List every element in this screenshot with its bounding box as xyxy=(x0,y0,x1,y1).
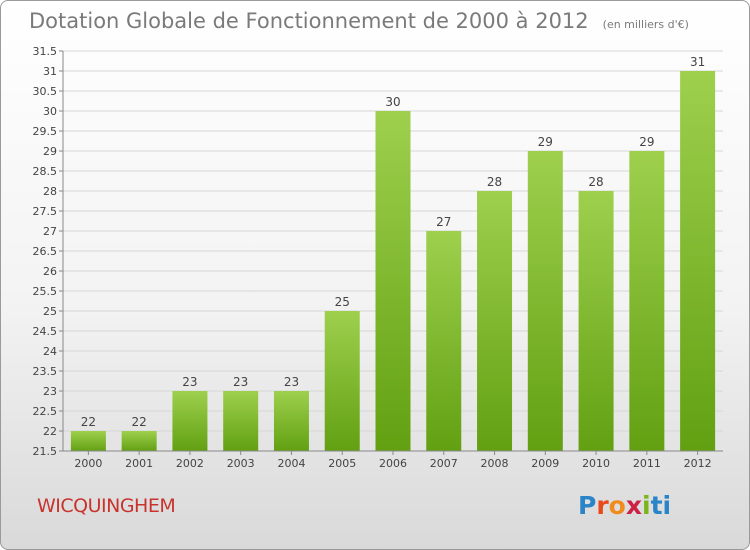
logo-letter: P xyxy=(578,491,597,520)
x-tick-label: 2012 xyxy=(684,457,712,470)
y-tick-label: 31 xyxy=(43,65,57,78)
chart-subtitle: (en milliers d'€) xyxy=(602,18,689,31)
bar-value-label: 25 xyxy=(335,295,350,309)
logo-letter: x xyxy=(625,491,642,520)
y-tick-label: 23.5 xyxy=(33,365,58,378)
bar-value-label: 23 xyxy=(284,375,299,389)
y-tick-label: 27.5 xyxy=(33,205,58,218)
bar-value-label: 29 xyxy=(538,135,553,149)
bar xyxy=(273,391,309,451)
bar xyxy=(375,111,411,451)
y-tick-label: 22.5 xyxy=(33,405,58,418)
y-tick-label: 25 xyxy=(43,305,57,318)
y-axis: 21.5 22 22.5 23 23.5 24 24.5 25 25.5 26 26.5 27 27.5… xyxy=(33,45,64,458)
bar xyxy=(477,191,513,451)
bar xyxy=(527,151,563,451)
y-tick-label: 28 xyxy=(43,185,57,198)
logo-letter: r xyxy=(596,491,609,520)
x-tick-label: 2005 xyxy=(328,457,356,470)
bar-value-label: 23 xyxy=(182,375,197,389)
y-tick-label: 26 xyxy=(43,265,57,278)
chart-title-text: Dotation Globale de Fonctionnement de 20… xyxy=(29,9,589,33)
location-name: WICQUINGHEM xyxy=(37,495,176,517)
bar-value-label: 28 xyxy=(588,175,603,189)
y-tick-label: 29 xyxy=(43,145,57,158)
bar-value-label: 23 xyxy=(233,375,248,389)
y-tick-label: 27 xyxy=(43,225,57,238)
x-tick-label: 2009 xyxy=(531,457,559,470)
x-tick-label: 2001 xyxy=(125,457,153,470)
y-tick-label: 30 xyxy=(43,105,57,118)
bar xyxy=(680,71,716,451)
bar xyxy=(578,191,614,451)
y-tick-label: 30.5 xyxy=(33,85,58,98)
bar xyxy=(70,431,106,451)
bar xyxy=(629,151,665,451)
y-tick-label: 31.5 xyxy=(33,45,58,58)
y-tick-label: 24.5 xyxy=(33,325,58,338)
x-tick-label: 2004 xyxy=(277,457,305,470)
bar-value-label: 30 xyxy=(385,95,400,109)
bar-value-label: 29 xyxy=(639,135,654,149)
y-tick-label: 22 xyxy=(43,425,57,438)
logo-letter: i xyxy=(642,491,651,520)
y-tick-label: 23 xyxy=(43,385,57,398)
bar-value-label: 31 xyxy=(690,55,705,69)
y-tick-label: 26.5 xyxy=(33,245,58,258)
x-tick-label: 2007 xyxy=(430,457,458,470)
x-axis: 2000 2001 2002 2003 2004 2005 2006 2007 2008 2009… xyxy=(63,450,723,470)
bars: 22 22 23 23 23 25 30 27 28 29 28 29 31 xyxy=(70,55,716,451)
logo-letter: o xyxy=(608,491,626,520)
y-tick-label: 29.5 xyxy=(33,125,58,138)
bar xyxy=(324,311,360,451)
y-tick-label: 21.5 xyxy=(33,445,58,458)
x-tick-label: 2002 xyxy=(176,457,204,470)
bar xyxy=(223,391,259,451)
x-tick-label: 2006 xyxy=(379,457,407,470)
logo-letter: ti xyxy=(650,491,672,520)
bar xyxy=(121,431,157,451)
proxiti-logo: Proxiti xyxy=(578,491,671,520)
x-tick-label: 2003 xyxy=(227,457,255,470)
bar xyxy=(426,231,462,451)
bar xyxy=(172,391,208,451)
x-tick-label: 2010 xyxy=(582,457,610,470)
y-tick-label: 28.5 xyxy=(33,165,58,178)
bar-value-label: 22 xyxy=(132,415,147,429)
bar-value-label: 22 xyxy=(81,415,96,429)
y-tick-label: 25.5 xyxy=(33,285,58,298)
x-tick-label: 2008 xyxy=(481,457,509,470)
x-tick-label: 2011 xyxy=(633,457,661,470)
y-tick-label: 24 xyxy=(43,345,57,358)
bar-value-label: 28 xyxy=(487,175,502,189)
chart-title: Dotation Globale de Fonctionnement de 20… xyxy=(29,9,689,33)
bar-value-label: 27 xyxy=(436,215,451,229)
x-tick-label: 2000 xyxy=(74,457,102,470)
